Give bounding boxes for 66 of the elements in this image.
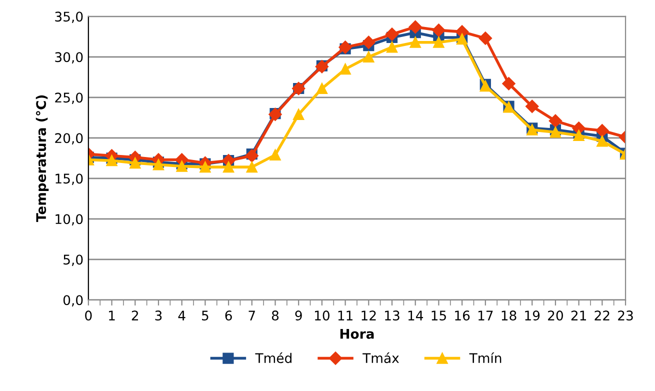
point — [340, 64, 351, 75]
point — [385, 28, 399, 41]
y-tick-label: 15,0 — [56, 174, 83, 185]
point — [293, 108, 304, 120]
point — [245, 149, 258, 162]
point — [548, 114, 562, 128]
x-tick-label: 1 — [109, 310, 115, 320]
point — [433, 36, 444, 48]
x-tick-label: 0 — [85, 310, 92, 321]
point — [596, 136, 608, 147]
x-tick-label: 11 — [338, 310, 352, 320]
x-tick-label: 6 — [225, 310, 232, 321]
x-tick-label: 14 — [408, 310, 424, 320]
point — [363, 51, 374, 62]
y-tick-label: 5,0 — [64, 254, 83, 266]
x-tick-label: 17 — [478, 310, 493, 320]
point — [526, 100, 539, 113]
x-tick-label: 7 — [248, 310, 255, 320]
x-tick-label: 19 — [525, 310, 540, 321]
x-tick-label: 15 — [432, 310, 446, 321]
x-tick-label: 13 — [385, 310, 400, 321]
point — [246, 162, 258, 173]
legend-label: Tmín — [469, 352, 502, 363]
x-tick-label: 21 — [571, 310, 586, 320]
y-tick-label: 0,0 — [63, 295, 83, 306]
x-axis-title: Hora — [340, 329, 374, 339]
x-tick-label: 22 — [594, 310, 610, 320]
x-tick-label: 8 — [272, 310, 279, 321]
x-tick-label: 20 — [548, 310, 563, 321]
point — [362, 36, 376, 49]
point — [386, 42, 398, 53]
y-tick-label: 30,0 — [55, 52, 83, 64]
x-tick-label: 9 — [295, 310, 302, 321]
x-tick-label: 10 — [315, 310, 330, 321]
x-tick-label: 2 — [132, 310, 138, 320]
y-tick-label: 35,0 — [55, 12, 83, 23]
legend-label: Tmáx — [362, 352, 399, 364]
point — [432, 24, 446, 37]
x-tick-label: 3 — [155, 310, 162, 321]
y-axis-title: Temperatura (°C) — [36, 95, 49, 222]
point — [152, 159, 164, 170]
x-tick-label: 12 — [362, 310, 376, 320]
point — [410, 36, 421, 48]
point — [596, 124, 609, 138]
point — [573, 130, 584, 142]
y-tick-label: 10,0 — [56, 214, 83, 226]
point — [106, 155, 118, 166]
point — [316, 82, 328, 94]
point — [130, 157, 141, 169]
point — [550, 126, 562, 138]
point — [502, 77, 516, 90]
x-tick-label: 4 — [178, 310, 186, 320]
point — [200, 162, 211, 173]
x-tick-label: 23 — [618, 310, 633, 321]
point — [478, 32, 492, 45]
y-tick-label: 20,0 — [55, 133, 83, 144]
x-tick-label: 5 — [202, 310, 208, 321]
point — [408, 20, 422, 34]
point — [176, 160, 188, 172]
y-tick-label: 25,0 — [55, 92, 83, 104]
x-tick-label: 16 — [455, 310, 470, 321]
point — [338, 40, 352, 54]
point — [270, 149, 281, 160]
point — [222, 162, 234, 173]
x-tick-label: 18 — [502, 310, 516, 321]
legend-label: Tméd — [255, 352, 292, 364]
